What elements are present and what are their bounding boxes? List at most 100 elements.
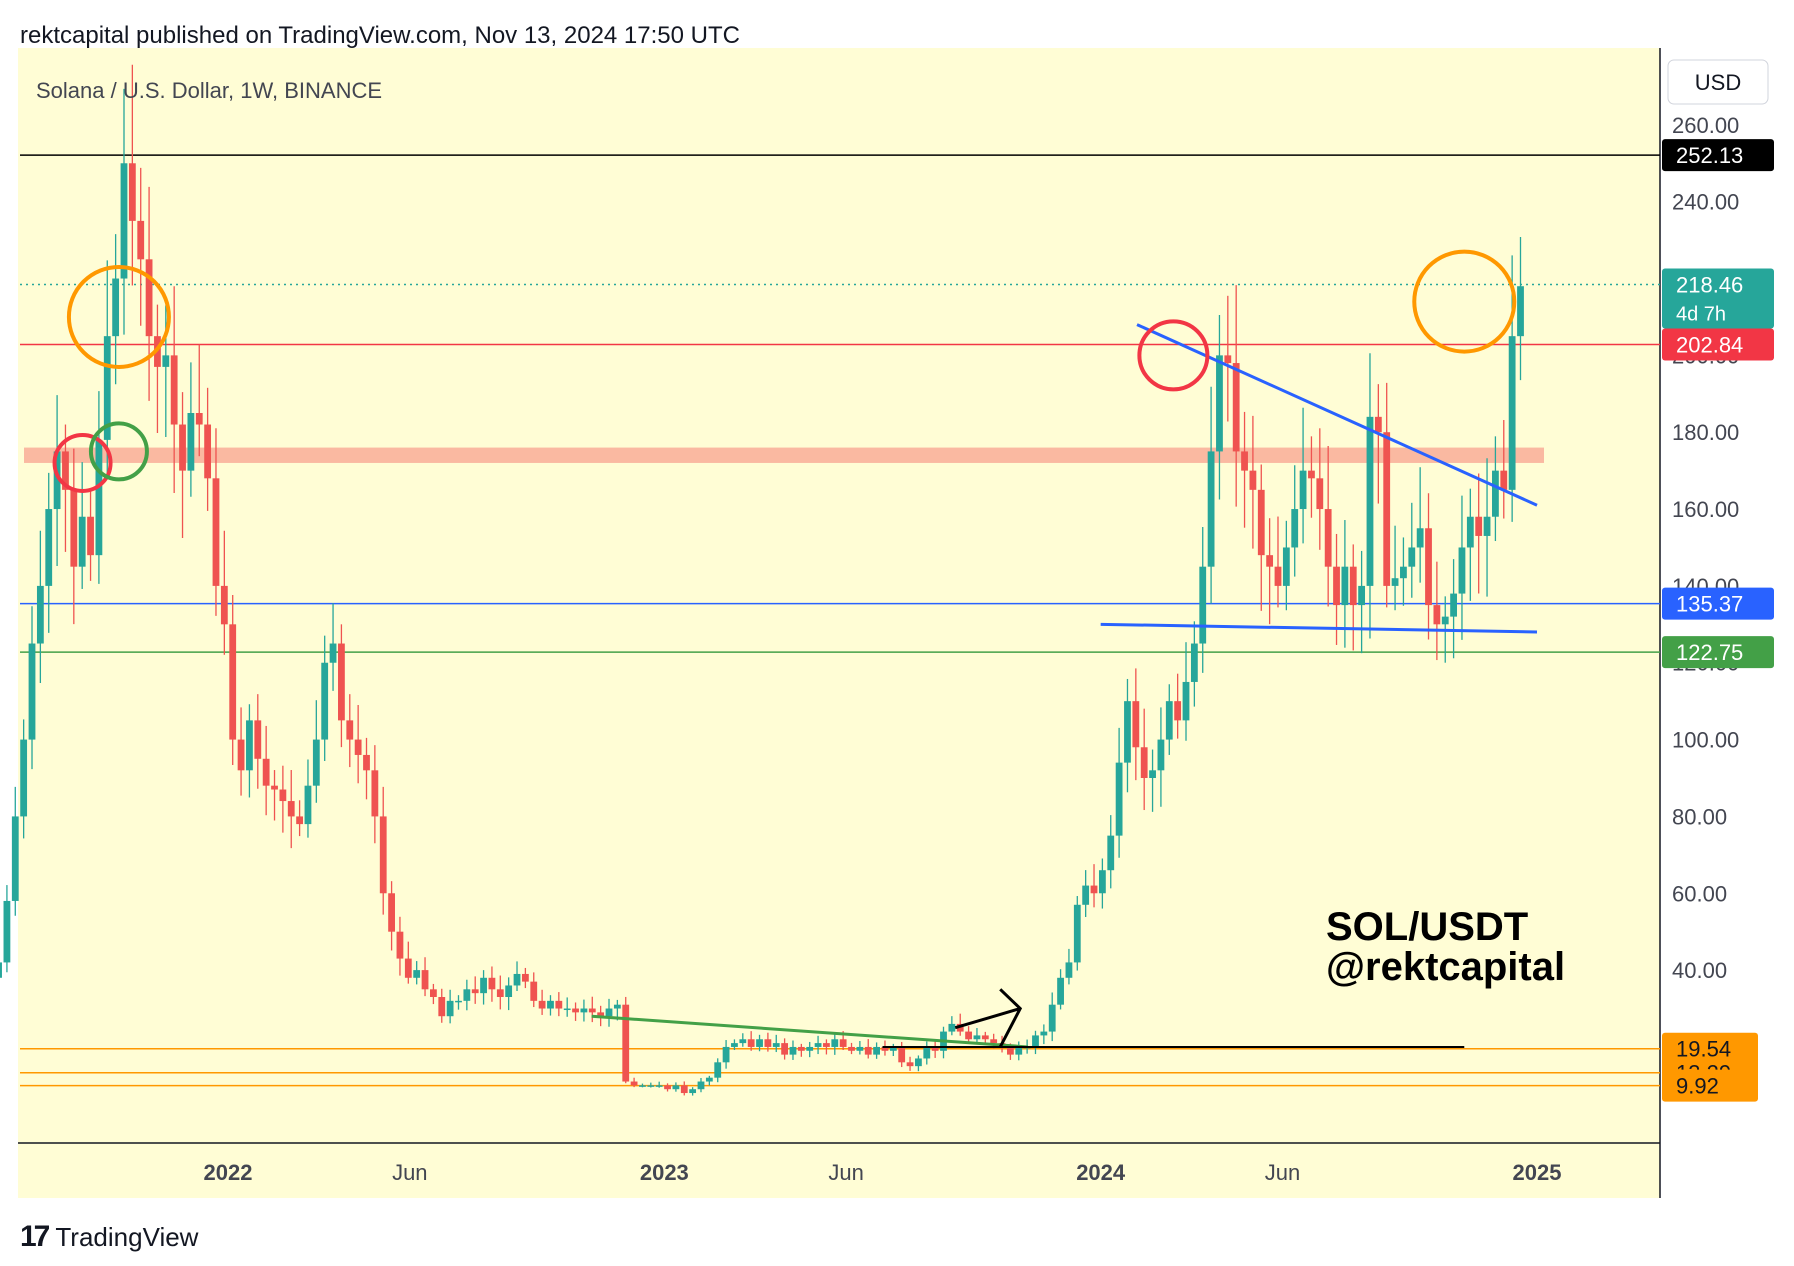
candle-body-6 bbox=[20, 739, 28, 817]
y-tick-2: 240.00 bbox=[1672, 190, 1739, 215]
candle-body-67 bbox=[530, 981, 538, 1001]
candle-body-60 bbox=[471, 989, 479, 994]
y-tick-9: 100.00 bbox=[1672, 728, 1739, 753]
price-label-box-3 bbox=[1662, 587, 1774, 620]
candle-body-56 bbox=[438, 997, 446, 1017]
candle-body-72 bbox=[572, 1008, 579, 1013]
candle-body-130 bbox=[1057, 977, 1064, 1005]
candle-body-88 bbox=[705, 1077, 713, 1082]
candle-body-142 bbox=[1157, 739, 1165, 771]
candle-body-173 bbox=[1416, 528, 1424, 548]
candle-body-76 bbox=[605, 1008, 613, 1017]
candle-body-101 bbox=[814, 1043, 822, 1047]
candle-body-33 bbox=[246, 720, 253, 771]
x-tick-0: 2022 bbox=[204, 1160, 253, 1185]
candle-body-102 bbox=[823, 1043, 830, 1047]
candle-body-17 bbox=[112, 278, 120, 337]
candle-body-182 bbox=[1492, 470, 1499, 517]
candle-body-4 bbox=[3, 900, 11, 963]
candle-body-120 bbox=[973, 1035, 981, 1040]
currency-button-label[interactable]: USD bbox=[1695, 70, 1741, 95]
candle-body-135 bbox=[1098, 870, 1106, 894]
candle-body-140 bbox=[1140, 747, 1148, 778]
candle-body-94 bbox=[756, 1039, 763, 1047]
candle-body-151 bbox=[1232, 363, 1240, 452]
candle-body-87 bbox=[697, 1081, 705, 1090]
candle-body-158 bbox=[1291, 509, 1299, 548]
candle-body-165 bbox=[1349, 566, 1357, 606]
candle-body-174 bbox=[1425, 528, 1432, 606]
candle-body-51 bbox=[396, 931, 404, 959]
price-label-box-2 bbox=[1662, 328, 1774, 361]
candle-body-131 bbox=[1065, 962, 1073, 978]
price-label-box-1 bbox=[1662, 268, 1774, 329]
triangle-support bbox=[1100, 622, 1538, 634]
candle-body-70 bbox=[555, 1000, 563, 1009]
candle-body-163 bbox=[1333, 566, 1340, 606]
candle-body-145 bbox=[1182, 681, 1190, 721]
candle-body-29 bbox=[212, 478, 220, 586]
price-label-box-4 bbox=[1662, 636, 1774, 669]
brand-name: TradingView bbox=[55, 1221, 199, 1252]
candle-body-162 bbox=[1324, 509, 1332, 567]
currency-button[interactable] bbox=[1667, 59, 1769, 105]
candle-body-46 bbox=[354, 739, 362, 755]
price-scale-background bbox=[1660, 48, 1780, 1198]
tradingview-brand[interactable]: 17 TradingView bbox=[20, 1220, 198, 1254]
candle-body-172 bbox=[1408, 547, 1416, 567]
candle-body-100 bbox=[806, 1046, 814, 1051]
candle-body-54 bbox=[421, 970, 429, 990]
watermark-line-2: @rektcapital bbox=[1326, 945, 1565, 989]
candle-body-68 bbox=[538, 1000, 546, 1009]
candle-body-16 bbox=[103, 336, 111, 440]
candle-body-153 bbox=[1249, 470, 1257, 490]
candle-body-32 bbox=[237, 739, 245, 771]
candle-body-103 bbox=[831, 1039, 839, 1047]
candle-body-113 bbox=[915, 1058, 922, 1067]
candle-body-137 bbox=[1115, 762, 1123, 836]
candle-body-3 bbox=[0, 962, 2, 978]
tradingview-logo-icon: 17 bbox=[20, 1220, 50, 1253]
candle-body-133 bbox=[1082, 885, 1090, 905]
candle-body-171 bbox=[1400, 566, 1407, 579]
candle-body-57 bbox=[446, 1000, 454, 1017]
candle-body-150 bbox=[1224, 355, 1232, 364]
candle-body-112 bbox=[906, 1062, 914, 1067]
candle-body-96 bbox=[772, 1043, 780, 1047]
candle-body-121 bbox=[981, 1035, 989, 1040]
candle-body-144 bbox=[1174, 701, 1182, 721]
price-label-countdown: 4d 7h bbox=[1676, 303, 1726, 325]
price-label-box-7 bbox=[1662, 1069, 1758, 1102]
candle-body-79 bbox=[630, 1081, 638, 1086]
resistance-zone bbox=[24, 447, 1544, 463]
x-tick-1: Jun bbox=[392, 1160, 427, 1185]
candle-body-73 bbox=[580, 1008, 588, 1013]
candle-body-28 bbox=[204, 424, 212, 479]
plot-background bbox=[18, 48, 1676, 1198]
candle-body-61 bbox=[480, 977, 487, 994]
candle-body-105 bbox=[848, 1046, 855, 1051]
y-tick-5: 180.00 bbox=[1672, 420, 1739, 445]
candle-body-55 bbox=[429, 989, 437, 997]
candle-body-111 bbox=[898, 1046, 906, 1063]
candle-body-10 bbox=[53, 451, 61, 510]
candle-body-143 bbox=[1165, 701, 1173, 740]
candle-body-34 bbox=[254, 720, 262, 759]
candle-body-167 bbox=[1366, 416, 1374, 586]
candle-body-48 bbox=[371, 770, 379, 817]
candle-body-83 bbox=[664, 1085, 671, 1090]
candle-body-97 bbox=[781, 1043, 789, 1055]
candle-body-139 bbox=[1132, 701, 1140, 748]
y-tick-12: 40.00 bbox=[1672, 958, 1727, 983]
candle-body-125 bbox=[1015, 1046, 1023, 1055]
candle-body-132 bbox=[1073, 904, 1081, 963]
candle-body-108 bbox=[873, 1046, 881, 1055]
candle-body-166 bbox=[1358, 585, 1366, 606]
x-tick-3: Jun bbox=[828, 1160, 863, 1185]
candle-body-31 bbox=[229, 624, 237, 740]
candle-body-110 bbox=[889, 1046, 897, 1051]
candle-body-181 bbox=[1483, 516, 1491, 536]
candle-body-12 bbox=[70, 489, 78, 567]
candle-body-5 bbox=[11, 816, 19, 901]
